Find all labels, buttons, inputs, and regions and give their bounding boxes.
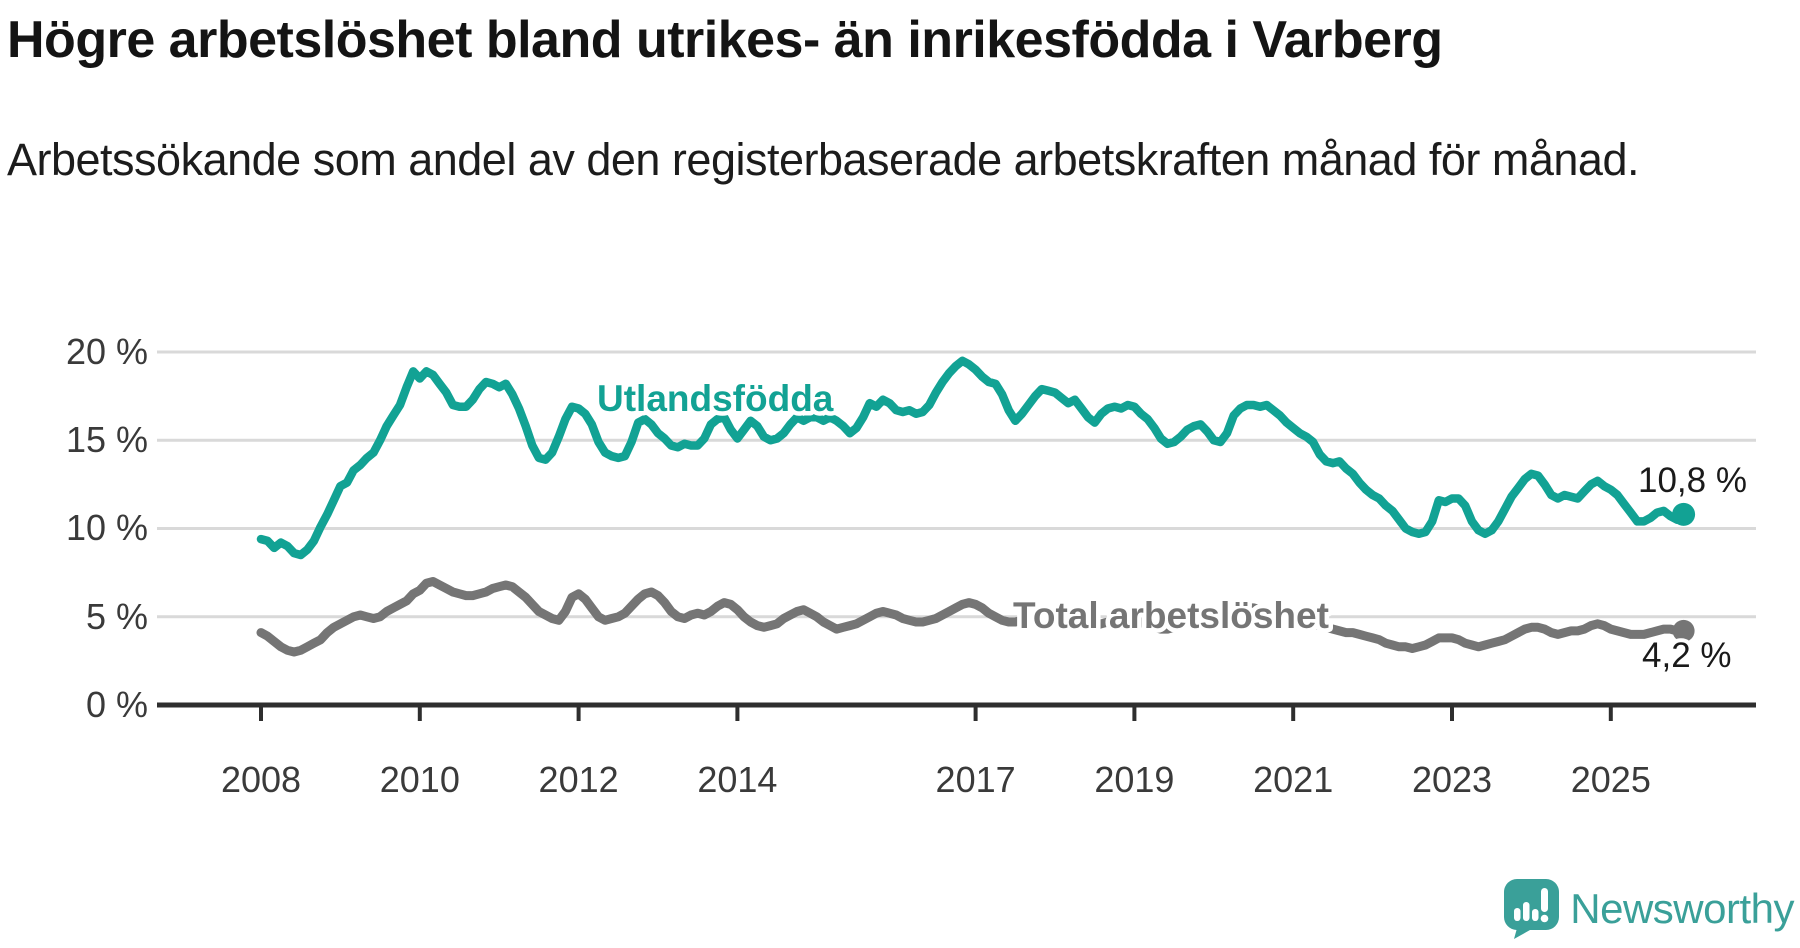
series-end-dot-total: [1672, 619, 1695, 642]
x-tick-label: 2023: [1412, 759, 1492, 800]
x-tick-label: 2008: [221, 759, 301, 800]
x-tick-label: 2019: [1094, 759, 1174, 800]
y-tick-label: 15 %: [66, 419, 148, 460]
series-label-total: Total arbetslöshet: [1013, 595, 1329, 636]
x-tick-label: 2014: [697, 759, 777, 800]
x-tick-label: 2025: [1571, 759, 1651, 800]
chart-title: Högre arbetslöshet bland utrikes- än inr…: [7, 11, 1443, 69]
x-tick-label: 2017: [936, 759, 1016, 800]
y-tick-label: 0 %: [86, 684, 148, 725]
speech-bubble-shape: [1504, 879, 1560, 939]
end-value-label-utlandsfodda: 10,8 %: [1638, 461, 1747, 500]
x-tick-marks: [259, 705, 1613, 721]
exclamation-dot: [1540, 914, 1549, 923]
series-label-utlandsfodda: Utlandsfödda: [597, 378, 834, 419]
chart-subtitle: Arbetssökande som andel av den registerb…: [7, 134, 1639, 185]
y-tick-label: 5 %: [86, 596, 148, 637]
exclamation-bar: [1541, 888, 1549, 912]
series-line-utlandsfodda: [256, 356, 1688, 560]
x-tick-label: 2010: [380, 759, 460, 800]
series-line-total: [256, 577, 1689, 657]
newsworthy-branding: Newsworthy: [1503, 878, 1794, 940]
y-tick-label: 10 %: [66, 507, 148, 548]
series-end-dot-utlandsfodda: [1672, 502, 1696, 526]
bar-chart-glyph: [1514, 888, 1549, 923]
end-value-label-total: 4,2 %: [1642, 636, 1732, 675]
x-tick-label: 2021: [1253, 759, 1333, 800]
brand-name: Newsworthy: [1570, 885, 1794, 932]
x-tick-label: 2012: [539, 759, 619, 800]
newsworthy-logo-icon: [1504, 879, 1560, 939]
y-tick-label: 20 %: [66, 331, 148, 372]
